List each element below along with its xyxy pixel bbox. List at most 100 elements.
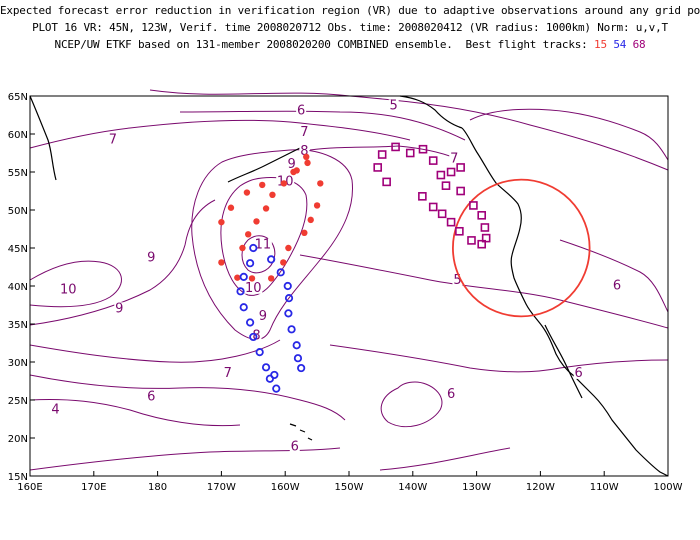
track-15-point <box>248 275 256 282</box>
track-15-point <box>239 244 246 252</box>
contour-label: 9 <box>259 309 267 324</box>
contour-label-bg <box>452 274 463 287</box>
track-15-point <box>313 202 321 209</box>
contour-label-bg <box>107 133 118 146</box>
track-15-point <box>267 275 275 282</box>
lon-tick-label: 120W <box>526 482 555 493</box>
track-15-point <box>280 180 288 187</box>
track-68-point <box>467 236 476 245</box>
track-legend-68: 68 <box>632 38 646 51</box>
contour-label: 5 <box>453 273 461 288</box>
track-15-point <box>304 159 311 167</box>
lat-tick-label: 50N <box>8 206 28 217</box>
track-68-point <box>456 186 465 196</box>
contour-label: 11 <box>255 237 272 252</box>
aleutians <box>227 147 301 183</box>
track-15-point <box>285 244 292 252</box>
track-68-point <box>405 148 415 158</box>
lat-tick-label: 30N <box>8 358 28 369</box>
contour-bottom-2 <box>379 447 511 471</box>
contour-label: 9 <box>287 157 295 172</box>
latitude-ticks: 65N 60N 55N 50N 45N 40N 35N 30N 25N 20N 15N <box>8 92 35 483</box>
contour-9-west <box>29 199 216 326</box>
contour-6-lower <box>29 374 346 421</box>
contour-label-bg <box>146 251 157 264</box>
track-54-point <box>283 281 292 291</box>
contour-label: 7 <box>109 133 117 148</box>
lon-tick-label: 170W <box>207 482 236 493</box>
contour-label-bg <box>146 390 157 403</box>
track-68-point <box>477 211 487 220</box>
lat-tick-label: 15N <box>8 472 28 483</box>
track-54-point <box>276 268 285 277</box>
contour-label: 7 <box>450 152 458 167</box>
title-line-3-text: NCEP/UW ETKF based on 131-member 2008020… <box>54 38 588 51</box>
track-15-point <box>227 204 235 211</box>
kamchatka-coast <box>29 95 57 181</box>
track-15-point <box>234 274 241 281</box>
lat-tick-label: 40N <box>8 282 28 293</box>
contour-label-bg <box>446 388 457 401</box>
lon-tick-label: 110W <box>590 482 619 493</box>
lat-tick-label: 65N <box>8 92 28 103</box>
contour-label: 7 <box>300 125 308 140</box>
track-15-point <box>290 168 297 176</box>
lat-tick-label: 55N <box>8 168 28 179</box>
track-15-point <box>244 231 252 238</box>
track-68-point <box>469 201 478 210</box>
track-54-point <box>297 363 306 373</box>
track-68-point <box>436 170 446 180</box>
track-54-point <box>272 384 281 393</box>
contour-label-bg <box>611 279 622 292</box>
title-line-2: PLOT 16 VR: 45N, 123W, Verif. time 20080… <box>32 21 668 34</box>
contour-label: 6 <box>575 366 583 381</box>
track-54-point <box>284 294 294 303</box>
track-68-point <box>477 239 487 249</box>
track-68-point <box>373 163 383 172</box>
contour-label: 4 <box>51 402 59 417</box>
contour-label-bg <box>286 157 297 170</box>
contour-label-bg <box>59 283 78 296</box>
contour-label: 8 <box>300 144 308 159</box>
lon-tick-label: 140W <box>398 482 427 493</box>
track-68-point <box>437 209 447 219</box>
lat-tick-label: 35N <box>8 320 28 331</box>
track-15-point <box>253 218 260 225</box>
baja-coast <box>544 324 583 399</box>
contour-5-top <box>149 89 669 171</box>
contour-6-east <box>559 239 669 313</box>
contour-10-west <box>29 260 122 308</box>
contour-lines <box>29 89 669 471</box>
contour-label-bg <box>449 152 460 165</box>
track-15-point <box>301 229 308 236</box>
track-54-point <box>236 287 245 296</box>
track-15-point <box>269 191 276 198</box>
contour-label: 7 <box>224 366 232 381</box>
lon-tick-label: 180 <box>148 482 167 493</box>
lon-tick-label: 170E <box>81 482 106 493</box>
contour-label: 6 <box>147 389 155 404</box>
track-15-point <box>317 180 324 187</box>
track-54-point <box>293 354 303 363</box>
coastlines <box>29 95 669 477</box>
lat-tick-label: 25N <box>8 396 28 407</box>
contour-8 <box>309 145 456 159</box>
flight-track-68 <box>373 142 491 249</box>
track-68-point <box>391 142 400 152</box>
verification-region-circle <box>452 178 591 318</box>
track-54-point <box>246 318 255 327</box>
contour-label-bg <box>257 309 268 322</box>
contour-label-bg <box>222 366 233 379</box>
track-54-point <box>267 255 276 264</box>
track-15-point <box>243 189 251 196</box>
north-america-coast <box>461 127 669 477</box>
contour-label-bg <box>50 403 61 416</box>
track-54-point <box>239 303 248 312</box>
track-68-point <box>428 156 438 165</box>
contour-label-bg <box>299 126 310 138</box>
track-68-point <box>455 226 464 236</box>
contour-9-loop <box>191 149 354 340</box>
alaska-coast <box>399 95 463 129</box>
flight-track-54 <box>236 243 306 393</box>
